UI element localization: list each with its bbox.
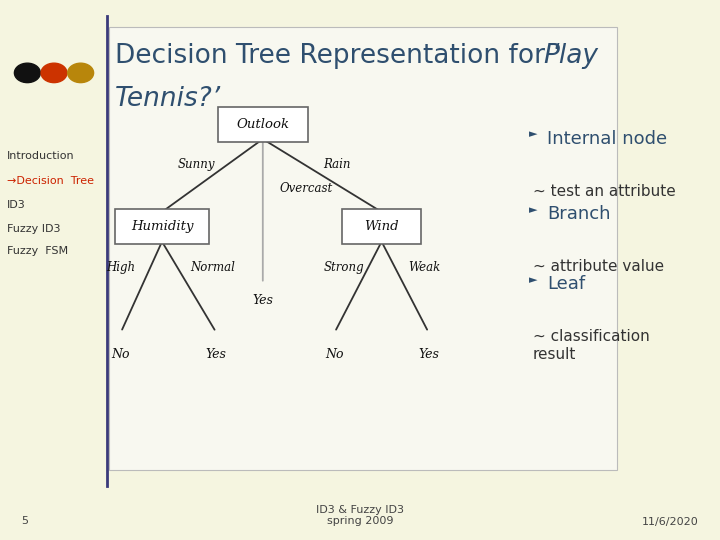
Text: ►: ► [529,130,538,140]
Text: No: No [112,348,130,361]
FancyBboxPatch shape [342,209,421,244]
Text: Outlook: Outlook [236,118,289,131]
Text: Normal: Normal [190,261,235,274]
Text: →Decision  Tree: →Decision Tree [7,176,94,186]
Text: Strong: Strong [324,261,364,274]
Text: Fuzzy  FSM: Fuzzy FSM [7,246,68,256]
Circle shape [41,63,67,83]
Text: Internal node: Internal node [547,130,667,147]
Text: Play: Play [544,43,598,69]
Text: ~ classification
result: ~ classification result [533,329,649,362]
Text: ID3 & Fuzzy ID3
spring 2009: ID3 & Fuzzy ID3 spring 2009 [316,505,404,526]
Text: High: High [107,261,135,274]
Text: Yes: Yes [253,294,273,307]
Text: Sunny: Sunny [178,158,215,171]
Text: Yes: Yes [418,348,438,361]
FancyBboxPatch shape [217,106,308,141]
Text: ~ attribute value: ~ attribute value [533,259,664,274]
Text: ~ test an attribute: ~ test an attribute [533,184,675,199]
Circle shape [14,63,40,83]
Text: Decision Tree Representation for ‘: Decision Tree Representation for ‘ [115,43,562,69]
Text: Branch: Branch [547,205,611,223]
Text: Yes: Yes [206,348,226,361]
Text: Wind: Wind [364,220,399,233]
Text: Humidity: Humidity [131,220,193,233]
Text: Leaf: Leaf [547,275,585,293]
Text: ►: ► [529,205,538,215]
Text: Overcast: Overcast [279,183,333,195]
Text: Fuzzy ID3: Fuzzy ID3 [7,224,60,234]
Text: ID3: ID3 [7,200,26,210]
Text: ►: ► [529,275,538,286]
Text: Weak: Weak [409,261,441,274]
Text: Tennis?’: Tennis?’ [115,86,221,112]
Text: 5: 5 [22,516,29,526]
Text: Introduction: Introduction [7,151,75,161]
Circle shape [68,63,94,83]
Text: Rain: Rain [323,158,351,171]
FancyBboxPatch shape [115,209,209,244]
Text: 11/6/2020: 11/6/2020 [642,516,698,526]
Text: No: No [325,348,344,361]
FancyBboxPatch shape [109,27,617,470]
